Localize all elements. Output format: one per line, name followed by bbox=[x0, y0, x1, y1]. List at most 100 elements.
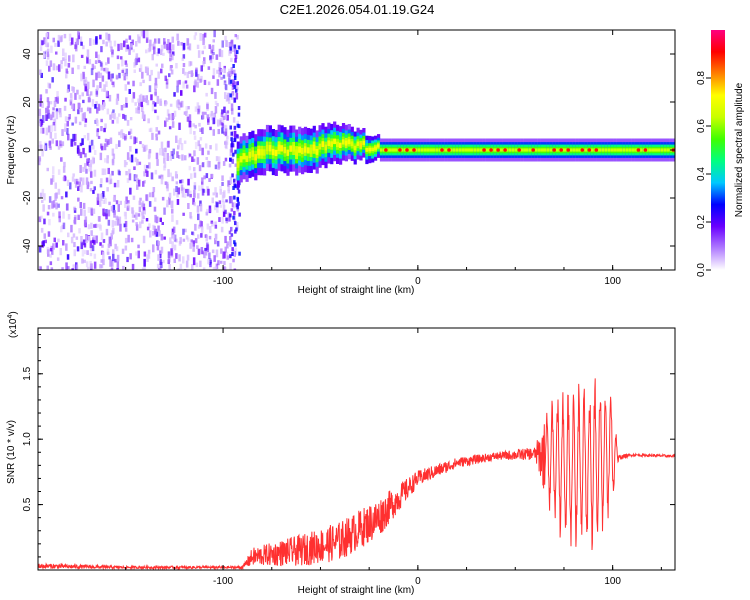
spectrogram-noise-cell bbox=[220, 112, 224, 118]
spectrogram-noise-cell bbox=[214, 221, 217, 226]
spectrogram-band-cell bbox=[239, 156, 243, 163]
spectrogram-noise-cell bbox=[189, 61, 193, 66]
spectrogram-noise-cell bbox=[133, 214, 137, 218]
spectrogram-noise-cell bbox=[111, 119, 115, 124]
spectrogram-noise-cell bbox=[53, 100, 57, 107]
spectrogram-noise-cell bbox=[201, 50, 204, 55]
spectrogram-band-cell bbox=[622, 148, 626, 152]
spectrogram-noise-cell bbox=[178, 122, 181, 130]
spectrogram-noise-cell bbox=[63, 105, 67, 111]
spectrogram-noise-cell bbox=[215, 192, 218, 198]
spectrogram-noise-cell bbox=[147, 252, 151, 259]
spectrogram-noise-cell bbox=[39, 192, 43, 199]
spectrogram-noise-cell bbox=[193, 182, 197, 186]
spectrogram-noise-cell bbox=[72, 133, 75, 142]
spectrogram-noise-cell bbox=[46, 265, 49, 270]
spectrogram-noise-cell bbox=[43, 218, 46, 225]
spectrogram-band-cell bbox=[601, 148, 606, 152]
spectrogram-band-cell bbox=[309, 147, 313, 154]
spectrogram-noise-cell bbox=[210, 113, 214, 121]
spectrogram-noise-cell bbox=[69, 182, 72, 190]
spectrogram-band-cell bbox=[301, 147, 305, 155]
spectrogram-band-cell bbox=[265, 144, 270, 152]
spectrogram-noise-cell bbox=[212, 75, 215, 79]
spectrogram-noise-cell bbox=[110, 232, 113, 240]
spectrogram-band-cell bbox=[604, 148, 609, 152]
spectrogram-noise-cell bbox=[71, 37, 74, 45]
spectrogram-noise-cell bbox=[148, 85, 152, 93]
spectrogram-noise-cell bbox=[182, 63, 186, 68]
spectrogram-noise-cell bbox=[55, 108, 59, 113]
spectrogram-noise-cell bbox=[224, 209, 227, 215]
spectrogram-noise-cell bbox=[124, 60, 128, 65]
spectrogram-noise-cell bbox=[128, 47, 131, 55]
spectrogram-band-cell bbox=[458, 148, 462, 152]
spectrogram-noise-cell bbox=[137, 98, 140, 103]
spectrogram-noise-cell bbox=[157, 254, 160, 261]
spectrogram-noise-cell bbox=[233, 85, 236, 90]
spectrogram-noise-cell bbox=[97, 71, 100, 79]
spectrogram-noise-cell bbox=[166, 183, 169, 192]
spectrogram-noise-cell bbox=[232, 152, 235, 157]
spectrogram-noise-cell bbox=[60, 65, 63, 69]
spectrogram-noise-cell bbox=[227, 186, 230, 191]
spectrogram-noise-cell bbox=[134, 102, 137, 106]
spectrogram-noise-cell bbox=[99, 82, 102, 89]
spectrogram-noise-cell bbox=[156, 263, 160, 269]
spectrogram-noise-cell bbox=[189, 127, 192, 135]
spectrogram-noise-cell bbox=[111, 81, 114, 85]
spectrogram-noise-cell bbox=[141, 200, 145, 209]
spectrogram-noise-cell bbox=[124, 245, 128, 251]
spectrogram-noise-cell bbox=[123, 72, 126, 81]
spectrogram-noise-cell bbox=[186, 254, 190, 261]
spectrogram-noise-cell bbox=[193, 202, 196, 207]
spectrogram-noise-cell bbox=[124, 84, 127, 91]
spectrogram-noise-cell bbox=[236, 205, 239, 210]
spectrogram-band-cell bbox=[379, 148, 384, 152]
spectrogram-band-cell bbox=[344, 140, 348, 146]
spectrogram-noise-cell bbox=[179, 102, 183, 108]
spectrogram-noise-cell bbox=[176, 80, 179, 87]
spectrogram-noise-cell bbox=[90, 68, 94, 76]
spectrogram-noise-cell bbox=[50, 124, 53, 132]
spectrogram-noise-cell bbox=[154, 91, 157, 95]
spectrogram-noise-cell bbox=[83, 79, 86, 86]
spectrogram-noise-cell bbox=[88, 141, 92, 148]
spectrogram-noise-cell bbox=[218, 62, 222, 68]
spectrogram-noise-cell bbox=[219, 204, 223, 208]
spectrogram-noise-cell bbox=[193, 189, 196, 198]
spectrogram-noise-cell bbox=[112, 249, 115, 255]
spectrogram-noise-cell bbox=[233, 76, 237, 80]
spectrogram-noise-cell bbox=[160, 44, 164, 52]
spectrogram-noise-cell bbox=[233, 130, 237, 138]
spectrogram-noise-cell bbox=[175, 181, 179, 185]
spectrogram-noise-cell bbox=[67, 62, 71, 68]
spectrogram-noise-cell bbox=[186, 188, 190, 197]
spectrogram-noise-cell bbox=[224, 235, 227, 244]
spectrogram-noise-cell bbox=[99, 183, 103, 188]
spectrogram-noise-cell bbox=[220, 68, 223, 73]
spectrogram-noise-cell bbox=[167, 251, 171, 259]
spectrogram-noise-cell bbox=[142, 95, 145, 102]
spectrogram-noise-cell bbox=[232, 117, 236, 123]
spectrogram-noise-cell bbox=[186, 116, 190, 122]
spectrogram-noise-cell bbox=[199, 200, 202, 207]
spectrogram-noise-cell bbox=[182, 42, 186, 50]
spectrogram-noise-cell bbox=[142, 215, 145, 219]
spectrogram-band-cell bbox=[263, 149, 267, 156]
spectrogram-noise-cell bbox=[206, 242, 209, 251]
spectrogram-noise-cell bbox=[190, 173, 193, 180]
spectrogram-peak bbox=[531, 148, 535, 152]
spectrogram-noise-cell bbox=[60, 157, 63, 161]
spectrogram-noise-cell bbox=[192, 257, 196, 266]
spectrogram-noise-cell bbox=[64, 52, 67, 61]
spectrogram-noise-cell bbox=[143, 251, 147, 257]
spectrogram-noise-cell bbox=[55, 242, 58, 248]
spectrogram-band-cell bbox=[634, 148, 638, 152]
spectrogram-noise-cell bbox=[172, 51, 175, 56]
spectrogram-noise-cell bbox=[48, 65, 51, 72]
spectrogram-noise-cell bbox=[126, 207, 129, 211]
spectrogram-noise-cell bbox=[62, 176, 66, 181]
spectrogram-band-cell bbox=[613, 148, 617, 152]
snr-scale-suffix: ) bbox=[8, 311, 19, 314]
